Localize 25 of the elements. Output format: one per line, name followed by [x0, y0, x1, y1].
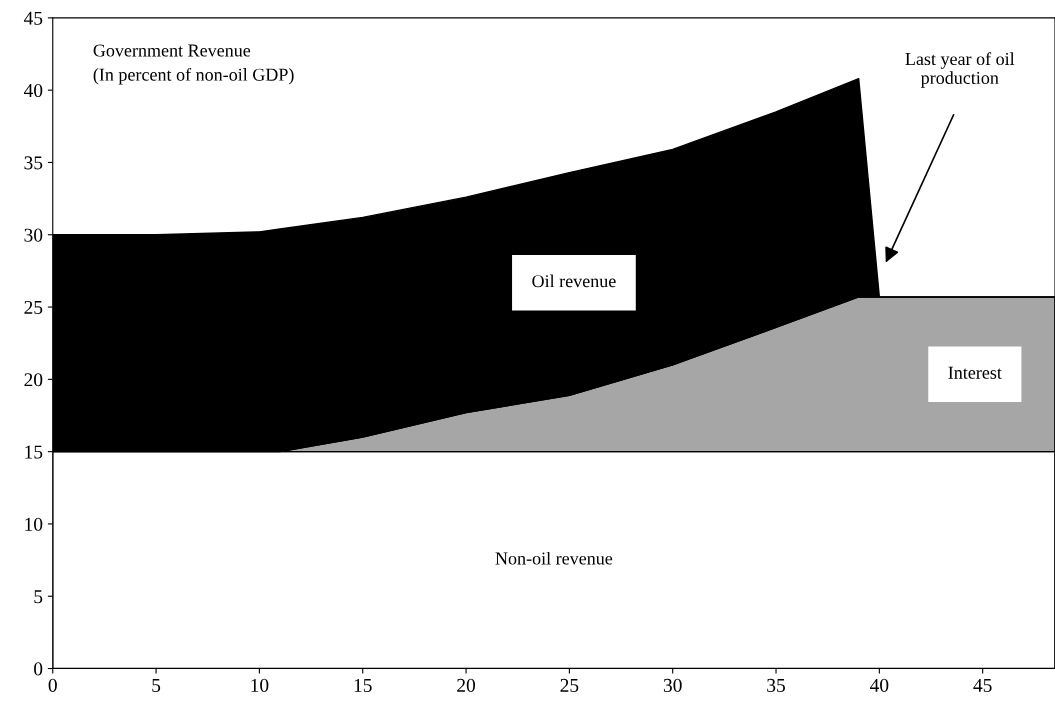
x-tick-label: 25 — [560, 678, 579, 692]
y-tick-label: 20 — [24, 373, 43, 387]
x-tick-label: 10 — [251, 678, 269, 692]
y-tick-label: 0 — [34, 662, 43, 676]
x-tick-label: 40 — [870, 678, 889, 692]
x-tick-label: 0 — [48, 678, 57, 692]
x-tick-label: 30 — [663, 678, 682, 692]
annotation: Last year of oil production — [905, 52, 1015, 88]
y-tick-label: 25 — [24, 300, 43, 314]
x-tick-label: 15 — [354, 678, 372, 692]
series-label: Interest — [948, 366, 1002, 379]
series-label: Non-oil revenue — [495, 551, 613, 565]
y-tick-label: 15 — [25, 445, 43, 459]
y-tick-label: 10 — [25, 517, 43, 531]
series-label: Oil revenue — [532, 274, 616, 288]
y-tick-label: 30 — [24, 228, 43, 242]
y-tick-label: 45 — [23, 11, 43, 25]
x-tick-label: 45 — [973, 678, 992, 692]
x-tick-label: 5 — [152, 679, 161, 692]
y-tick-label: 40 — [23, 83, 43, 98]
x-tick-label: 20 — [457, 678, 476, 692]
x-tick-label: 35 — [767, 678, 785, 692]
y-tick-label: 35 — [24, 156, 43, 170]
y-tick-label: 5 — [34, 590, 43, 604]
text: Government Revenue (In percent of non-oil GDP) — [93, 44, 294, 85]
